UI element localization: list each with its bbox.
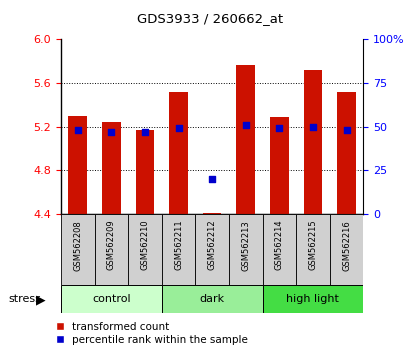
Bar — [195, 214, 229, 285]
Point — [209, 176, 215, 182]
Point — [74, 127, 81, 133]
Text: GSM562216: GSM562216 — [342, 220, 351, 270]
Text: GSM562211: GSM562211 — [174, 220, 183, 270]
Bar — [102, 122, 121, 214]
Text: GSM562212: GSM562212 — [207, 220, 217, 270]
Bar — [229, 214, 262, 285]
Bar — [337, 92, 356, 214]
Bar — [304, 70, 322, 214]
Text: control: control — [92, 294, 131, 304]
Text: GSM562214: GSM562214 — [275, 220, 284, 270]
Text: GSM562215: GSM562215 — [308, 220, 318, 270]
Text: GSM562209: GSM562209 — [107, 220, 116, 270]
Bar — [162, 285, 262, 313]
Bar — [136, 130, 154, 214]
Point — [343, 127, 350, 133]
Bar — [330, 214, 363, 285]
Bar — [270, 117, 289, 214]
Point — [142, 129, 148, 135]
Text: GDS3933 / 260662_at: GDS3933 / 260662_at — [137, 12, 283, 25]
Bar — [203, 213, 221, 214]
Text: GSM562213: GSM562213 — [241, 220, 250, 270]
Text: stress: stress — [8, 294, 41, 304]
Bar — [61, 285, 162, 313]
Bar — [169, 92, 188, 214]
Point — [175, 125, 182, 131]
Text: ▶: ▶ — [36, 293, 45, 306]
Point — [276, 125, 283, 131]
Text: GSM562210: GSM562210 — [140, 220, 150, 270]
Bar — [94, 214, 128, 285]
Bar — [128, 214, 162, 285]
Bar — [262, 285, 363, 313]
Text: GSM562208: GSM562208 — [73, 220, 82, 270]
Bar — [61, 214, 94, 285]
Bar — [68, 116, 87, 214]
Text: dark: dark — [200, 294, 225, 304]
Bar — [236, 65, 255, 214]
Bar — [162, 214, 195, 285]
Point — [310, 124, 316, 130]
Point — [242, 122, 249, 128]
Bar — [262, 214, 296, 285]
Legend: transformed count, percentile rank within the sample: transformed count, percentile rank withi… — [55, 322, 248, 345]
Point — [108, 129, 115, 135]
Text: high light: high light — [286, 294, 339, 304]
Bar — [296, 214, 330, 285]
